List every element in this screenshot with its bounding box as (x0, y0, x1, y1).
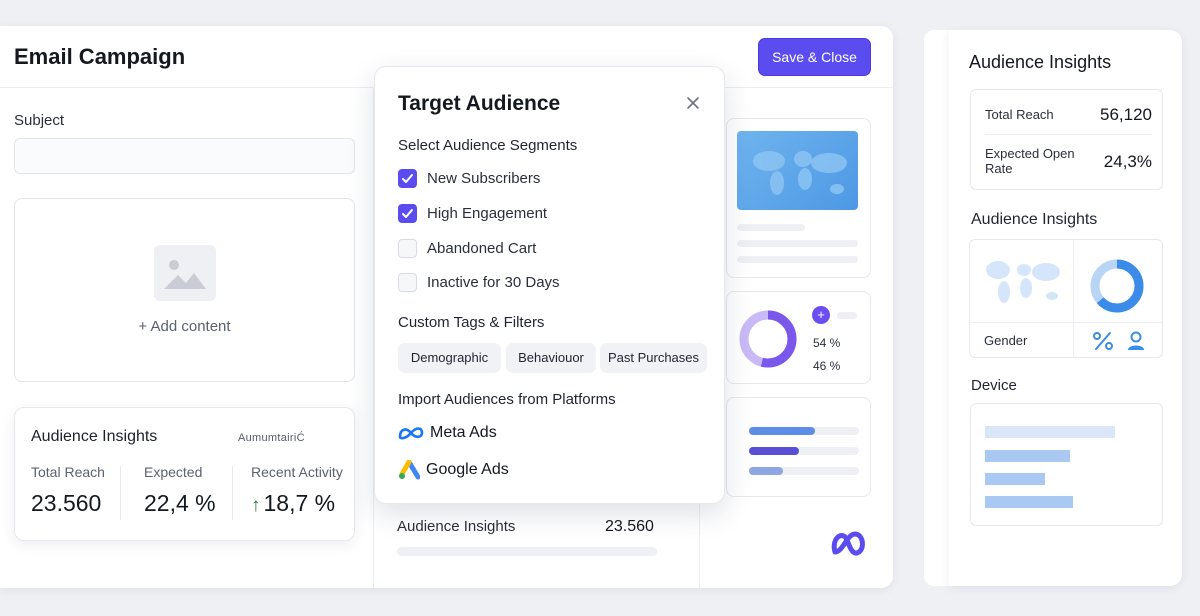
panel-subtitle: Audience Insights (971, 211, 1098, 228)
segment-label: New Subscribers (427, 169, 541, 187)
open-rate-label: Expected Open Rate (985, 146, 1075, 176)
stat-value: 18,7 % (263, 490, 336, 516)
brand-logo-icon (831, 531, 865, 556)
meta-logo-icon (398, 427, 424, 440)
stat-label: Recent Activity (251, 464, 343, 480)
stat-label: Expected (144, 464, 203, 480)
audience-insights-panel: Audience Insights Total Reach 56,120 Exp… (949, 30, 1182, 586)
preview-donut-card[interactable]: + 54 % 46 % (726, 291, 871, 384)
page-title: Email Campaign (14, 44, 186, 69)
stat-divider (232, 466, 233, 520)
segment-label: Inactive for 30 Days (427, 273, 560, 291)
checkbox-empty-icon[interactable] (398, 272, 417, 292)
tag-chip-behaviour[interactable]: Behaviouor (506, 343, 596, 373)
open-rate-row: Expected Open Rate 24,3% (985, 146, 1152, 180)
world-map-icon (986, 261, 1060, 303)
save-close-button[interactable]: Save & Close (758, 38, 871, 76)
placeholder-line (737, 224, 805, 231)
mid-column: Audience Insights 23.560 (373, 88, 700, 588)
stat-divider (120, 466, 121, 520)
import-title: Import Audiences from Platforms (398, 391, 616, 408)
segment-new-subscribers[interactable]: New Subscribers (398, 167, 540, 189)
reach-label: Total Reach (985, 107, 1054, 122)
open-rate-value: 24,3% (1103, 152, 1152, 171)
preview-bar (749, 447, 859, 455)
platform-google-ads[interactable]: Google Ads (398, 460, 509, 480)
preview-bar (749, 467, 859, 475)
plus-icon[interactable]: + (812, 306, 830, 324)
reach-value: 56,120 (1100, 105, 1152, 124)
device-bar (985, 496, 1073, 508)
preview-map-card[interactable] (726, 118, 871, 278)
google-ads-logo-icon (399, 460, 420, 480)
add-content-area[interactable]: + Add content (14, 198, 355, 382)
subject-label: Subject (14, 112, 65, 129)
reach-divider (985, 134, 1152, 135)
popover-title: Target Audience (398, 92, 561, 115)
checkbox-empty-icon[interactable] (398, 238, 417, 258)
mid-insights-bar (397, 547, 657, 556)
check-icon[interactable] (398, 203, 417, 223)
platform-name: Google Ads (426, 461, 509, 478)
stat-value-row: ↑ 18,7 % (251, 490, 343, 517)
mid-insights-value: 23.560 (605, 518, 654, 535)
device-bar (985, 426, 1115, 438)
close-icon[interactable] (685, 95, 701, 111)
tag-chip-past-purchases[interactable]: Past Purchases (600, 343, 707, 373)
mid-insights-label: Audience Insights (397, 518, 516, 535)
add-content-label: + Add content (138, 318, 231, 335)
user-icon[interactable] (1126, 330, 1146, 352)
target-audience-popover: Target Audience Select Audience Segments… (374, 66, 725, 504)
audience-insights-card: Audience Insights AumumtairiĆ Total Reac… (14, 407, 355, 541)
donut-chart-icon (739, 310, 797, 368)
stat-total-reach: Total Reach 23.560 (31, 464, 105, 524)
device-bar (985, 450, 1070, 462)
panel-title: Audience Insights (969, 52, 1112, 72)
insights-brand-text: AumumtairiĆ (238, 432, 305, 444)
preview-bars-card[interactable] (726, 397, 871, 497)
donut-chart-icon (1090, 259, 1144, 313)
gender-divider (970, 322, 1162, 323)
placeholder-line (837, 312, 857, 319)
preview-bar (749, 427, 859, 435)
image-placeholder-icon (154, 245, 216, 301)
device-title: Device (971, 377, 1017, 394)
stat-value: 23.560 (31, 490, 102, 516)
segment-abandoned-cart[interactable]: Abandoned Cart (398, 237, 536, 259)
check-icon[interactable] (398, 168, 417, 188)
segment-label: Abandoned Cart (427, 239, 537, 257)
world-map-banner (737, 131, 858, 210)
segments-title: Select Audience Segments (398, 137, 578, 154)
reach-row: Total Reach 56,120 (985, 105, 1152, 125)
gender-divider (1073, 240, 1074, 357)
percent-icon[interactable] (1092, 330, 1114, 352)
platform-meta-ads[interactable]: Meta Ads (398, 424, 497, 442)
subject-input[interactable] (14, 138, 355, 174)
placeholder-line (737, 256, 858, 263)
stat-label: Total Reach (31, 464, 105, 480)
device-card (970, 403, 1163, 526)
insights-card-title: Audience Insights (31, 428, 158, 445)
segment-high-engagement[interactable]: High Engagement (398, 202, 547, 224)
gender-label: Gender (984, 333, 1028, 348)
stat-expected: Expected 22,4 % (144, 464, 216, 524)
placeholder-line (737, 240, 858, 247)
tags-title: Custom Tags & Filters (398, 314, 545, 331)
arrow-up-icon: ↑ (251, 495, 261, 516)
platform-name: Meta Ads (430, 424, 497, 441)
reach-card: Total Reach 56,120 Expected Open Rate 24… (970, 89, 1163, 190)
donut-percent-1: 54 % (813, 336, 841, 350)
gender-card: Gender (969, 239, 1163, 358)
donut-percent-2: 46 % (813, 359, 841, 373)
stat-recent-activity: Recent Activity ↑ 18,7 % (251, 464, 343, 524)
tag-chip-demographic[interactable]: Demographic (398, 343, 501, 373)
stat-value: 22,4 % (144, 490, 216, 516)
right-panel-backdrop (924, 30, 950, 586)
segment-inactive-30-days[interactable]: Inactive for 30 Days (398, 271, 560, 293)
segment-label: High Engagement (427, 204, 548, 222)
device-bar (985, 473, 1045, 485)
